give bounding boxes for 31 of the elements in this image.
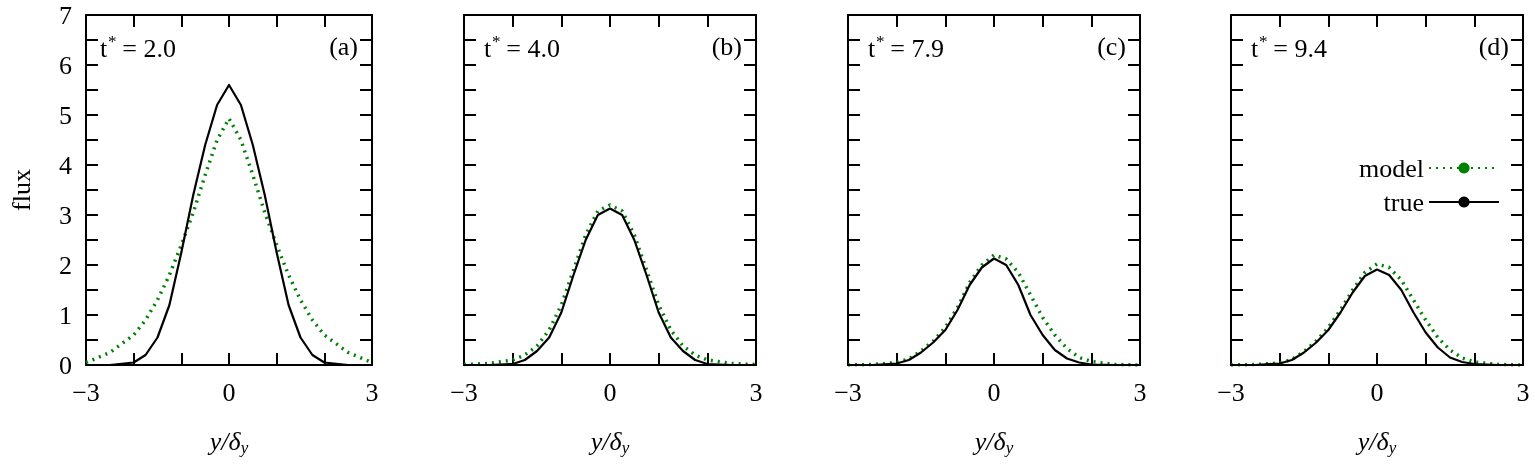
x-tick-label: 3 (749, 377, 763, 407)
y-axis-title: flux (6, 169, 36, 211)
y-tick-label: 6 (59, 50, 72, 80)
y-tick-label: 1 (59, 300, 72, 330)
x-tick-label: 0 (987, 377, 1001, 407)
annotation: (c) (1097, 31, 1126, 61)
x-tick-label: −3 (450, 377, 478, 407)
x-tick-label: −3 (1217, 377, 1245, 407)
x-tick-label: 3 (1133, 377, 1147, 407)
legend-label: model (1359, 153, 1424, 183)
y-tick-label: 7 (59, 0, 72, 30)
y-tick-label: 2 (59, 250, 72, 280)
annotation: t* = 9.4 (1251, 32, 1327, 63)
x-tick-label: −3 (72, 377, 100, 407)
y-tick-label: 4 (59, 150, 72, 180)
x-tick-label: 0 (222, 377, 236, 407)
x-tick-label: 3 (365, 377, 379, 407)
y-tick-label: 0 (59, 350, 72, 380)
x-tick-label: −3 (834, 377, 862, 407)
annotation: t* = 4.0 (484, 32, 560, 63)
annotation: t* = 2.0 (100, 32, 176, 63)
x-tick-label: 0 (1370, 377, 1384, 407)
y-tick-label: 5 (59, 100, 72, 130)
x-tick-label: 0 (603, 377, 617, 407)
annotation: (a) (329, 31, 358, 61)
annotation: t* = 7.9 (868, 32, 944, 63)
annotation: (d) (1478, 31, 1510, 61)
y-tick-label: 3 (59, 200, 72, 230)
legend-label: true (1383, 187, 1424, 217)
annotation: (b) (711, 31, 743, 61)
x-tick-label: 3 (1516, 377, 1530, 407)
